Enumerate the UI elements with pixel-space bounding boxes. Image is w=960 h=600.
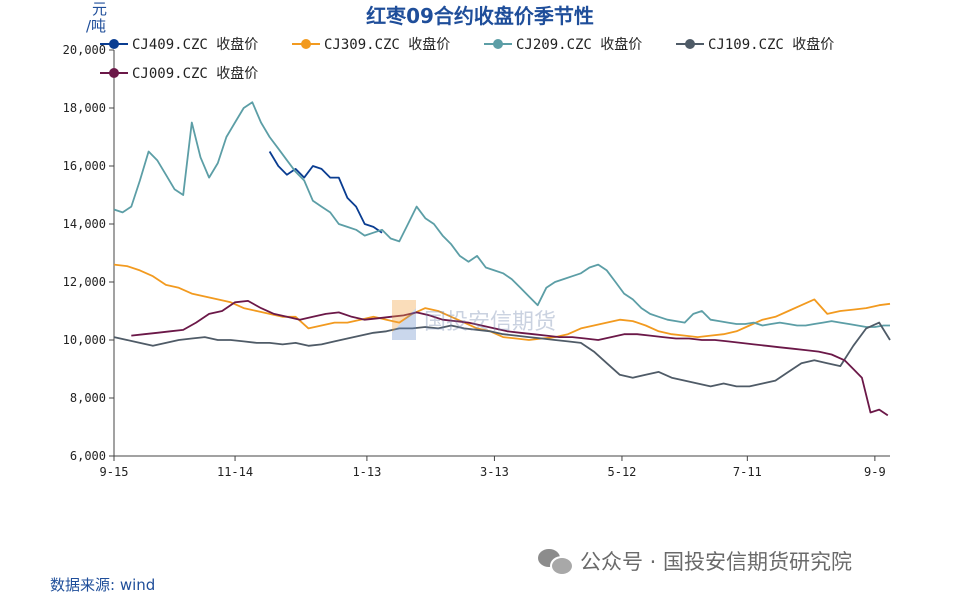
y-unit-label-2: /吨 bbox=[86, 17, 106, 35]
data-source: 数据来源: wind bbox=[50, 576, 156, 594]
x-tick-label: 3-13 bbox=[480, 465, 509, 479]
series-line-3 bbox=[113, 321, 891, 388]
series-line-1 bbox=[113, 263, 891, 341]
x-tick-label: 7-11 bbox=[733, 465, 762, 479]
legend-label: CJ309.CZC 收盘价 bbox=[324, 36, 450, 53]
y-tick-label: 12,000 bbox=[63, 275, 106, 289]
legend-label: CJ009.CZC 收盘价 bbox=[132, 65, 258, 82]
footer-text: 公众号 · 国投安信期货研究院 bbox=[580, 550, 853, 574]
legend-label: CJ409.CZC 收盘价 bbox=[132, 36, 258, 53]
x-axis: 9-15 11-14 1-13 3-13 5-12 7-11 9-9 bbox=[100, 455, 890, 479]
y-unit-label: 元 bbox=[92, 0, 107, 18]
y-tick-label: 10,000 bbox=[63, 333, 106, 347]
chart-title: 红枣09合约收盘价季节性 bbox=[366, 4, 594, 28]
watermark-text: 国投安信期货 bbox=[424, 310, 557, 335]
series-line-4 bbox=[131, 299, 889, 417]
y-axis: 6,000 8,000 10,000 12,000 14,000 16,000 18,000… bbox=[63, 43, 115, 463]
x-tick-label: 1-13 bbox=[352, 465, 381, 479]
y-tick-label: 8,000 bbox=[70, 391, 106, 405]
series-line-0 bbox=[268, 151, 383, 234]
legend-marker bbox=[685, 39, 695, 49]
watermark: 国投安信期货 bbox=[392, 300, 556, 340]
legend-marker bbox=[109, 39, 119, 49]
legend-marker bbox=[493, 39, 503, 49]
y-tick-label: 14,000 bbox=[63, 217, 106, 231]
wechat-icon bbox=[538, 547, 574, 576]
legend-marker bbox=[301, 39, 311, 49]
x-tick-label: 9-9 bbox=[864, 465, 886, 479]
y-tick-label: 18,000 bbox=[63, 101, 106, 115]
x-tick-label: 5-12 bbox=[608, 465, 637, 479]
footer: 公众号 · 国投安信期货研究院 bbox=[538, 546, 852, 576]
x-tick-label: 9-15 bbox=[100, 465, 129, 479]
company-logo bbox=[392, 300, 416, 340]
series-line-2 bbox=[113, 101, 890, 328]
plot-area bbox=[113, 101, 891, 417]
legend: CJ409.CZC 收盘价 CJ309.CZC 收盘价 CJ209.CZC 收盘价 C… bbox=[100, 36, 834, 82]
legend-label: CJ209.CZC 收盘价 bbox=[516, 36, 642, 53]
legend-label: CJ109.CZC 收盘价 bbox=[708, 36, 834, 53]
x-tick-label: 11-14 bbox=[217, 465, 253, 479]
legend-marker bbox=[109, 68, 119, 78]
y-tick-label: 16,000 bbox=[63, 159, 106, 173]
y-tick-label: 6,000 bbox=[70, 449, 106, 463]
y-tick-label: 20,000 bbox=[63, 43, 106, 57]
